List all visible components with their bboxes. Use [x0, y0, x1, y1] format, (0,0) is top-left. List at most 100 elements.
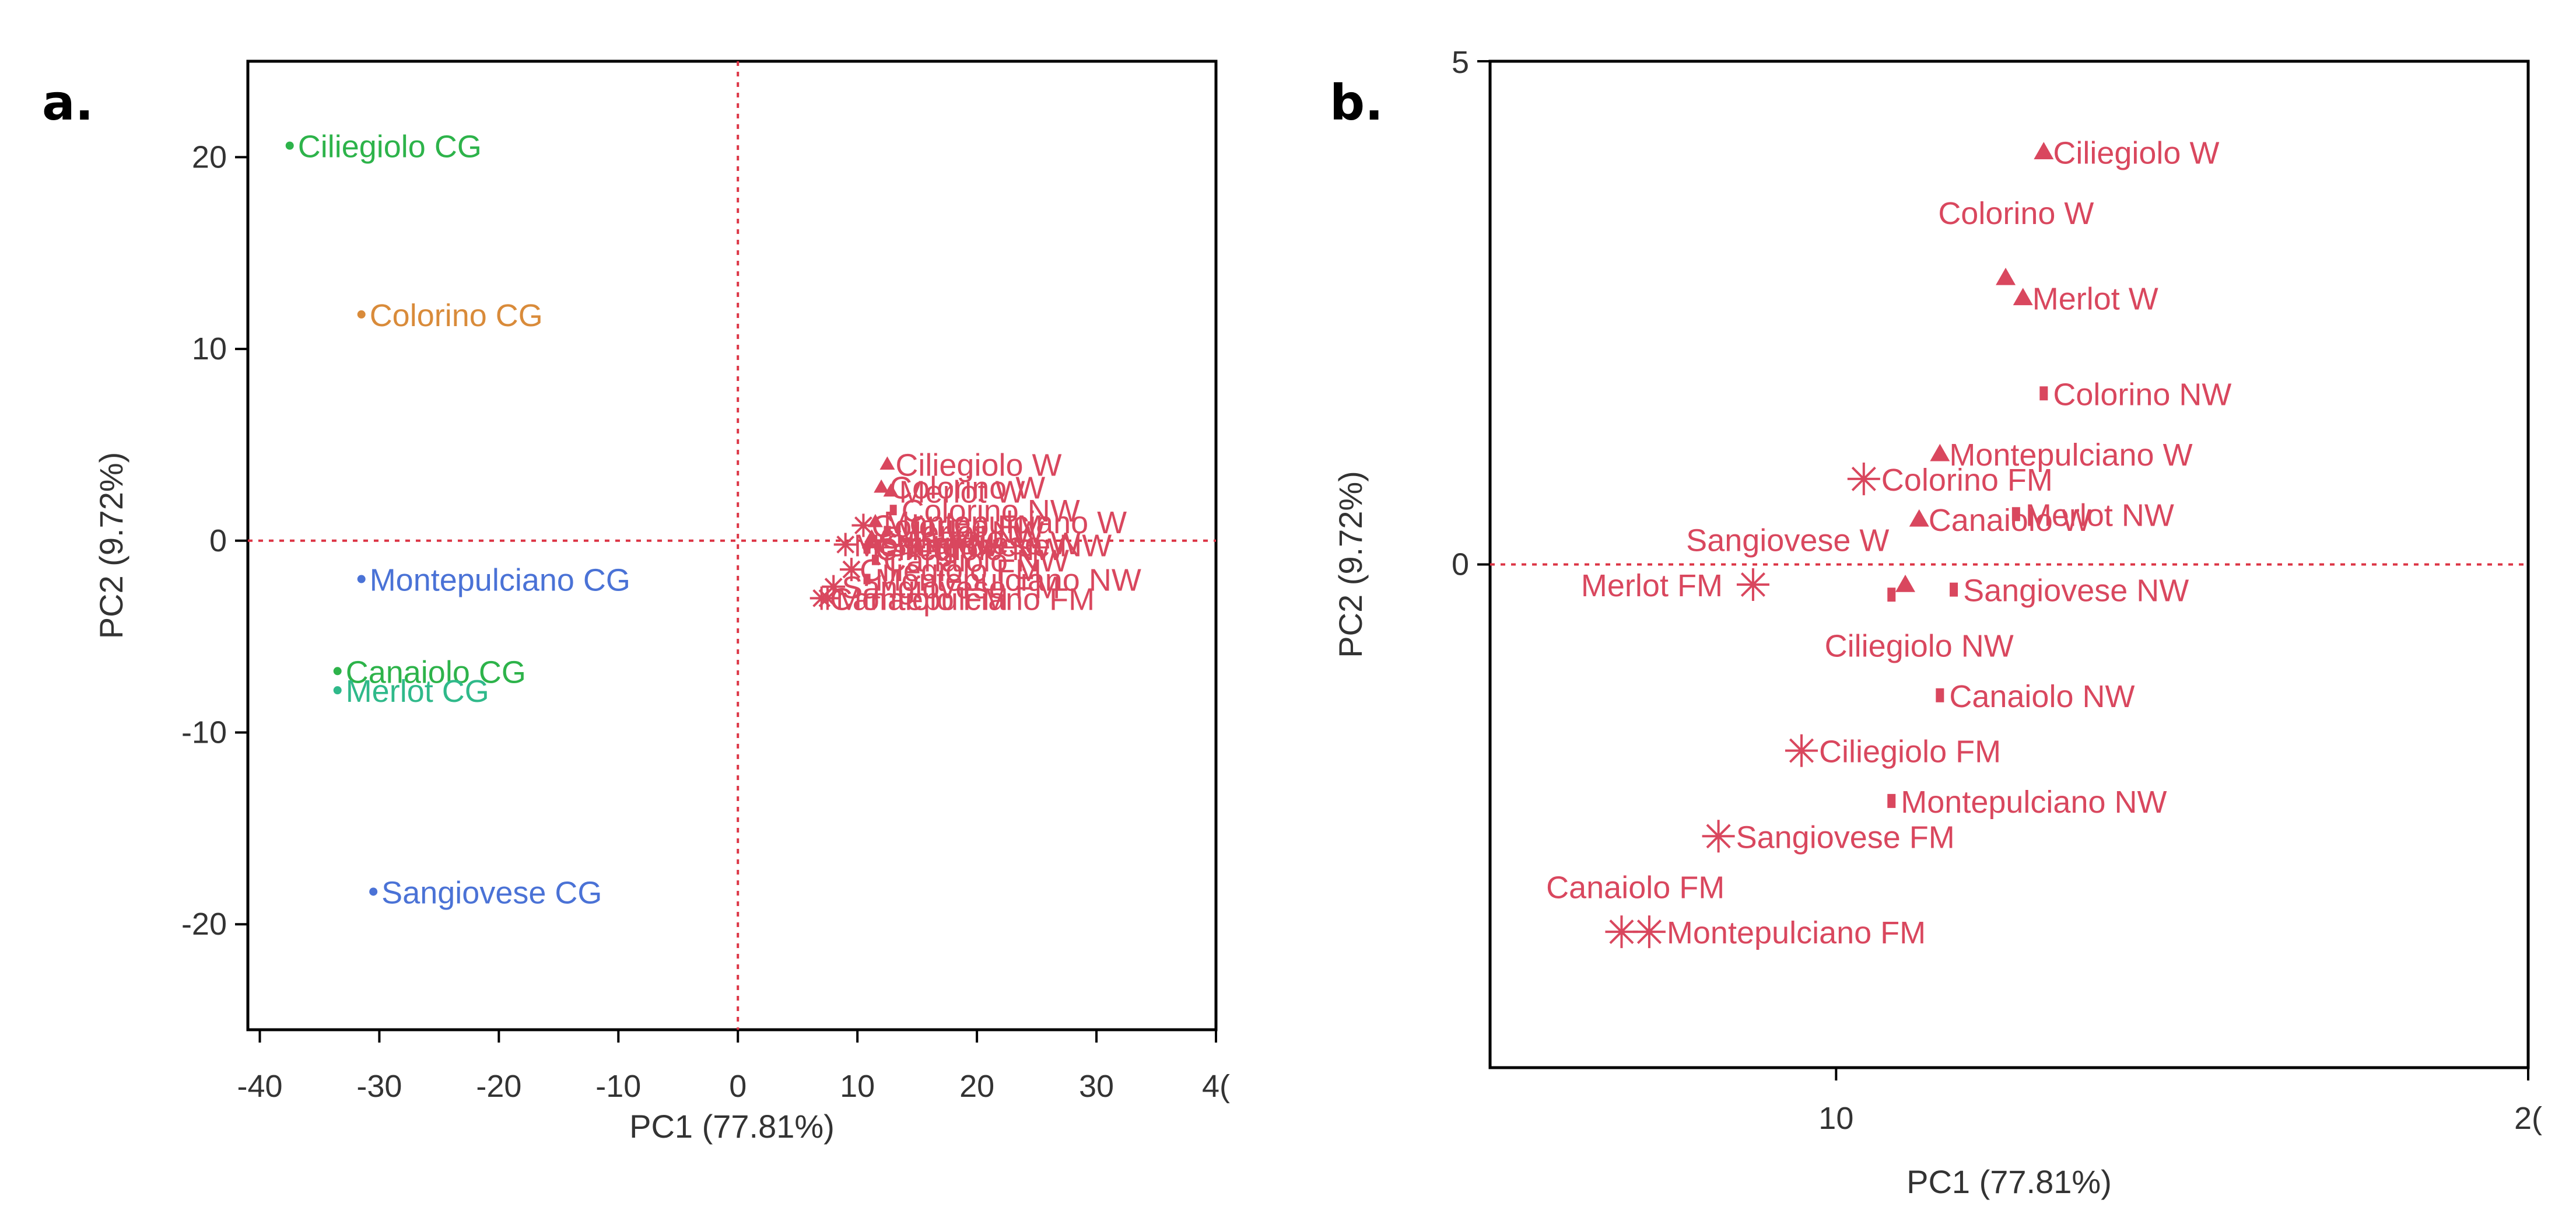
point-label: Merlot NW	[895, 515, 1044, 550]
y-tick-label: 10	[192, 331, 227, 366]
point-label: Montepulciano NW	[1901, 785, 2167, 820]
point-marker	[2013, 288, 2033, 306]
point-label: Montepulciano CG	[370, 563, 630, 598]
point-marker	[2011, 507, 2020, 522]
point-marker	[879, 456, 895, 470]
data-point: Colorino W	[1938, 196, 2094, 231]
point-label: Canaiolo W	[1929, 503, 2091, 538]
point-marker	[863, 543, 871, 554]
point-marker	[851, 513, 875, 537]
point-marker	[1702, 820, 1735, 853]
point-label: Merlot W	[2032, 281, 2158, 316]
point-label: Merlot FM	[1581, 568, 1723, 603]
point-label: Canaiolo W	[880, 520, 1043, 555]
data-point: Sangiovese NW	[1950, 573, 2189, 609]
point-marker	[874, 479, 889, 493]
data-point: Merlot W	[2013, 281, 2158, 316]
y-axis-title: PC2 (9.72%)	[1332, 471, 1369, 658]
point-label: Ciliegiolo FM	[1819, 735, 2001, 770]
point-marker	[1632, 915, 1666, 949]
point-label: Colorino CG	[370, 298, 543, 333]
point-marker	[871, 554, 879, 565]
point-label: Montepulciano FM	[1667, 915, 1926, 950]
point-marker	[1996, 267, 2016, 285]
point-label: Colorino NW	[902, 494, 1080, 529]
data-point: Sangiovese W	[861, 526, 1081, 561]
y-tick-label: 5	[1452, 45, 1469, 80]
data-point: Canaiolo W	[1909, 503, 2091, 538]
point-label: Sangiovese FM	[1736, 820, 1955, 855]
x-axis-title: PC1 (77.81%)	[1906, 1163, 2112, 1200]
x-tick-label: 10	[1818, 1101, 1853, 1136]
data-point: Ciliegiolo W	[879, 447, 1062, 482]
point-label: Merlot CG	[346, 674, 489, 709]
data-point: Montepulciano CG	[357, 563, 630, 598]
data-point: Ciliegiolo NW	[863, 532, 1064, 567]
point-label: Ciliegiolo FM	[860, 553, 1042, 588]
data-point: Merlot W	[883, 474, 1025, 509]
point-label: Canaiolo FM	[1546, 870, 1725, 905]
point-label: Canaiolo FM	[830, 582, 1008, 617]
x-tick-label: 4(	[1202, 1069, 1230, 1104]
data-point: Ciliegiolo FM	[1785, 735, 2001, 770]
point-label: Sangiovese NW	[886, 528, 1112, 563]
data-point: Colorino NW	[2039, 377, 2231, 412]
point-label: Ciliegiolo NW	[875, 532, 1064, 567]
data-point: Merlot CG	[333, 674, 489, 709]
point-label: Sangiovese CG	[381, 875, 602, 910]
point-marker	[357, 310, 366, 319]
point-marker	[1909, 509, 1929, 527]
point-label: Ciliegiolo W	[2053, 135, 2219, 170]
point-label: Sangiovese W	[1686, 523, 1889, 558]
y-tick-label: 0	[1452, 547, 1469, 582]
data-point: Ciliegiolo W	[2034, 135, 2219, 170]
x-tick-label: -20	[476, 1069, 521, 1104]
data-point: Canaiolo W	[864, 520, 1043, 555]
x-tick-label: 0	[729, 1069, 746, 1104]
data-point: Sangiovese CG	[369, 875, 602, 910]
data-point: Ciliegiolo NW	[1825, 629, 2014, 664]
x-tick-label: -30	[356, 1069, 402, 1104]
point-marker	[1785, 734, 1818, 767]
point-marker	[333, 686, 342, 695]
point-marker	[815, 586, 839, 610]
point-marker	[1736, 568, 1769, 601]
panel-a: a. -40 -30 -20 -10 0 10 20 30 4(-20 -10 0 10 20 PC1 (7…	[42, 60, 1230, 1145]
data-point: Montepulciano FM	[1632, 915, 1926, 950]
data-point: Canaiolo NW	[1936, 679, 2135, 714]
point-label: Ciliegiolo NW	[1825, 629, 2014, 664]
plot-frame	[246, 60, 1218, 1031]
point-label: Sangiovese FM	[842, 571, 1060, 606]
y-axis-title: PC2 (9.72%)	[93, 452, 129, 639]
panel-label: a.	[42, 74, 94, 131]
y-tick-label: -10	[181, 715, 227, 750]
data-point: Merlot NW	[884, 515, 1044, 550]
point-label: Merlot W	[899, 474, 1025, 509]
point-marker	[1936, 688, 1944, 702]
data-point: Ciliegiolo FM	[839, 553, 1042, 588]
data-point: Sangiovese W	[1686, 523, 1889, 558]
point-label: Merlot NW	[2025, 498, 2174, 533]
x-tick-label: 20	[959, 1069, 994, 1104]
data-point: Merlot FM	[1581, 568, 1769, 603]
data-point: Canaiolo FM	[1546, 870, 1725, 905]
y-tick-label: 0	[209, 523, 227, 558]
data-point: Montepulciano NW	[863, 563, 1141, 598]
data-point: Colorino CG	[357, 298, 543, 333]
data-point: Sangiovese FM	[822, 571, 1060, 606]
point-label: Canaiolo NW	[884, 544, 1069, 579]
data-point: Canaiolo CG	[333, 655, 526, 690]
point-label: Montepulciano W	[884, 505, 1127, 540]
point-marker	[833, 533, 857, 557]
point-marker	[369, 887, 378, 896]
point-marker	[883, 483, 899, 497]
point-marker	[1887, 587, 1896, 602]
point-marker	[1887, 793, 1896, 808]
panel-b: b. 10 2(0 5 PC1 (77.81%) PC2 (9.72%) Ciliegiol…	[1330, 45, 2542, 1200]
point-marker	[333, 667, 342, 676]
point-label: Colorino NW	[2053, 377, 2231, 412]
x-axis-title: PC1 (77.81%)	[629, 1108, 835, 1145]
point-label: Colorino W	[1938, 196, 2094, 231]
y-tick-label: 20	[192, 139, 227, 174]
data-point	[1895, 575, 1915, 592]
